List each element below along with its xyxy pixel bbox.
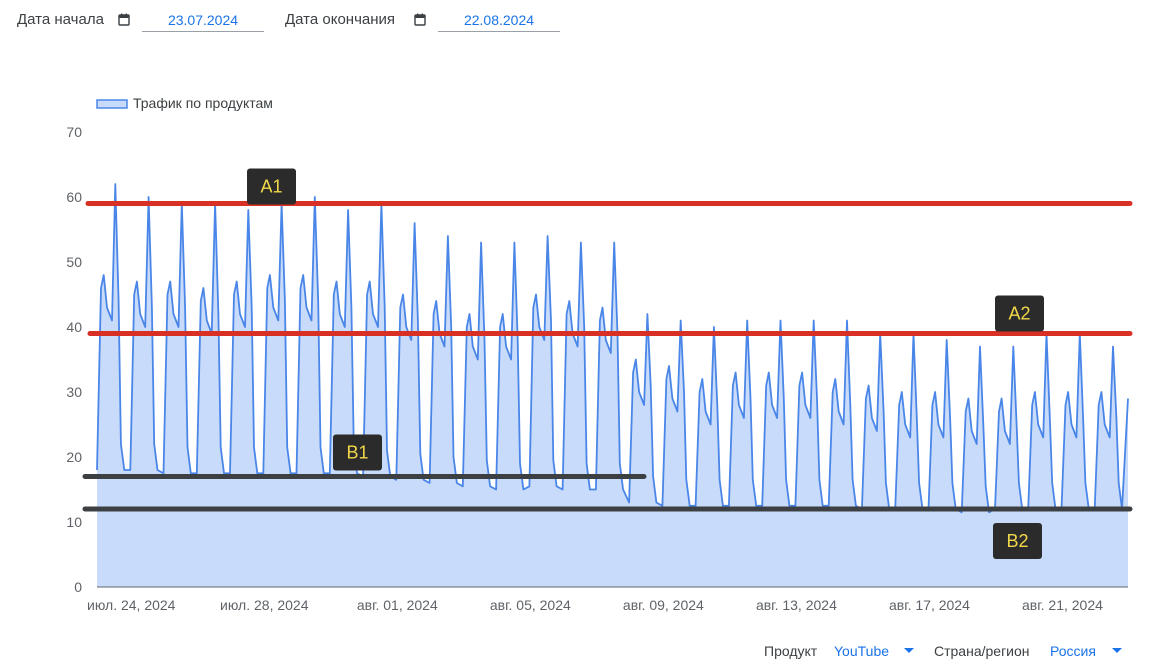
callout-label-b2: B2	[1006, 531, 1028, 551]
legend-label: Трафик по продуктам	[133, 95, 273, 111]
x-tick-label: авг. 17, 2024	[889, 597, 970, 613]
x-tick-label: авг. 21, 2024	[1022, 597, 1103, 613]
callout-box-a1	[247, 168, 296, 205]
x-tick-label: июл. 24, 2024	[87, 597, 176, 613]
callout-box-b2	[993, 523, 1042, 559]
calendar-icon[interactable]	[118, 13, 130, 26]
region-dropdown[interactable]: Россия	[1050, 643, 1096, 659]
x-tick-label: авг. 09, 2024	[623, 597, 704, 613]
product-dropdown[interactable]: YouTube	[834, 643, 890, 659]
dropdown-caret-icon[interactable]	[1112, 648, 1122, 653]
x-tick-label: авг. 13, 2024	[756, 597, 837, 613]
series-area	[96, 183, 1129, 587]
series-line	[96, 183, 1129, 514]
dropdown-caret-icon[interactable]	[904, 648, 914, 653]
y-tick-label: 10	[66, 514, 82, 530]
end-date-input[interactable]: 22.08.2024	[438, 10, 560, 32]
y-tick-label: 40	[66, 319, 82, 335]
x-tick-label: авг. 05, 2024	[490, 597, 571, 613]
legend-swatch	[96, 99, 128, 109]
callout-label-b1: B1	[346, 443, 368, 463]
callout-box-b1	[333, 434, 382, 471]
callout-box-a2	[995, 295, 1044, 332]
chart-canvas: Трафик по продуктам 0 10 20 30 40 50 60 70 июл.…	[66, 95, 1133, 613]
start-date-input[interactable]: 23.07.2024	[142, 10, 264, 32]
filter-bar: Продукт YouTube Страна/регион Россия	[0, 638, 1173, 666]
x-tick-label: июл. 28, 2024	[220, 597, 309, 613]
series-fill	[97, 184, 1128, 587]
start-date-label: Дата начала	[17, 11, 104, 28]
y-tick-label: 70	[66, 124, 82, 140]
traffic-chart: Трафик по продуктам 0 10 20 30 40 50 60 70 июл.…	[0, 80, 1173, 625]
y-tick-label: 30	[66, 384, 82, 400]
y-tick-label: 20	[66, 449, 82, 465]
y-tick-label: 60	[66, 189, 82, 205]
chart-legend: Трафик по продуктам	[96, 95, 273, 111]
date-range-bar: Дата начала 23.07.2024 Дата окончания 22…	[0, 0, 1173, 40]
calendar-icon[interactable]	[414, 13, 426, 26]
y-tick-label: 50	[66, 254, 82, 270]
y-axis: 0 10 20 30 40 50 60 70	[66, 124, 82, 595]
end-date-label: Дата окончания	[285, 11, 396, 28]
y-tick-label: 0	[74, 579, 82, 595]
annotation-callouts: A1 A2 B1 B2	[247, 168, 1044, 559]
callout-label-a2: A2	[1008, 304, 1030, 324]
callout-label-a1: A1	[260, 177, 282, 197]
x-tick-label: авг. 01, 2024	[357, 597, 438, 613]
product-label: Продукт	[764, 643, 818, 659]
x-tick-labels: июл. 24, 2024 июл. 28, 2024 авг. 01, 2024 а…	[87, 597, 1103, 613]
region-label: Страна/регион	[934, 643, 1030, 659]
